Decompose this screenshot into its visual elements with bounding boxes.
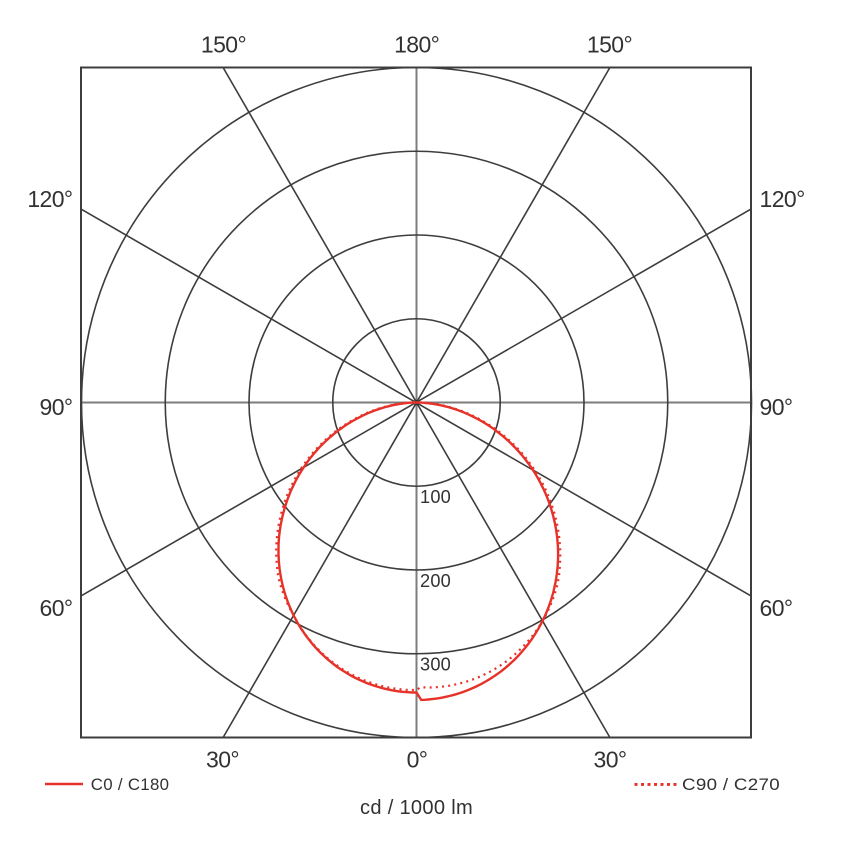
svg-text:cd / 1000 lm: cd / 1000 lm xyxy=(360,797,473,819)
svg-text:180°: 180° xyxy=(394,32,439,58)
svg-text:300: 300 xyxy=(420,655,451,675)
svg-text:60°: 60° xyxy=(760,595,793,621)
svg-text:150°: 150° xyxy=(201,32,246,58)
svg-text:100: 100 xyxy=(420,487,451,507)
svg-text:200: 200 xyxy=(420,571,451,591)
svg-text:30°: 30° xyxy=(594,747,627,773)
svg-text:C90 / C270: C90 / C270 xyxy=(682,775,780,794)
svg-text:90°: 90° xyxy=(760,394,793,420)
svg-text:90°: 90° xyxy=(40,394,73,420)
svg-text:0°: 0° xyxy=(407,747,428,773)
svg-text:120°: 120° xyxy=(760,186,805,212)
svg-text:60°: 60° xyxy=(40,595,73,621)
svg-text:C0 / C180: C0 / C180 xyxy=(91,775,170,794)
svg-text:30°: 30° xyxy=(206,747,239,773)
svg-text:120°: 120° xyxy=(27,186,72,212)
svg-text:150°: 150° xyxy=(587,32,632,58)
